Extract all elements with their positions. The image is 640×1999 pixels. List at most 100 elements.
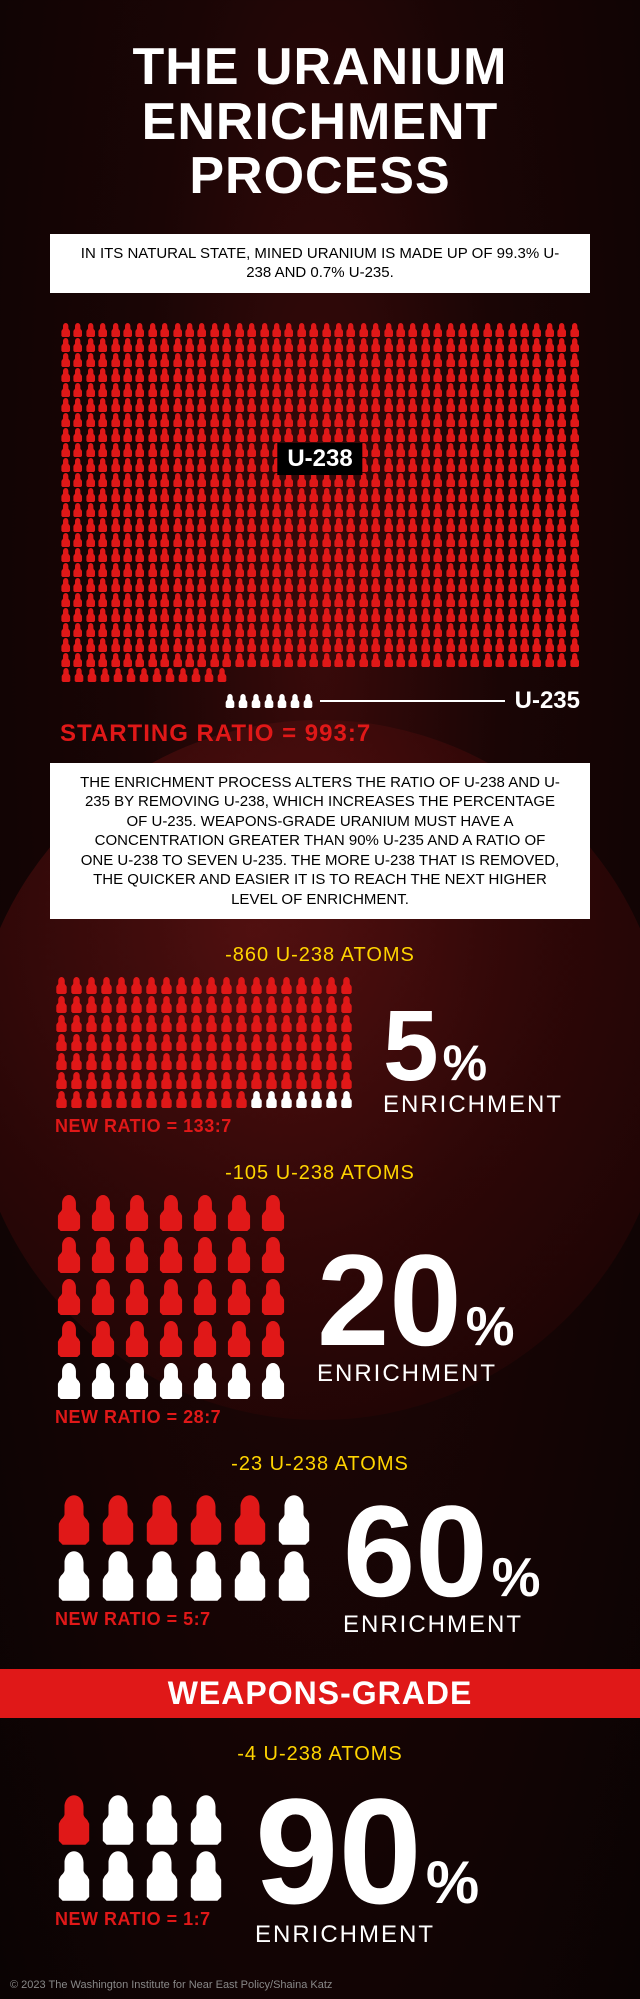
weapons-banner: WEAPONS-GRADE	[0, 1669, 640, 1718]
atom-icon	[321, 533, 332, 547]
atom-icon	[191, 1321, 219, 1357]
atom-icon	[122, 488, 133, 502]
atom-icon	[110, 653, 121, 667]
atom-icon	[184, 488, 195, 502]
atom-icon	[271, 428, 282, 442]
atom-icon	[246, 398, 257, 412]
atom-icon	[321, 608, 332, 622]
atom-icon	[494, 383, 505, 397]
atom-icon	[205, 1034, 218, 1051]
atom-icon	[147, 638, 158, 652]
atom-icon	[482, 398, 493, 412]
atom-icon	[191, 1237, 219, 1273]
atom-icon	[110, 323, 121, 337]
atom-icon	[97, 323, 108, 337]
atom-icon	[469, 638, 480, 652]
atom-icon	[457, 428, 468, 442]
atom-icon	[159, 353, 170, 367]
atom-icon	[122, 428, 133, 442]
atom-icon	[482, 413, 493, 427]
atom-icon	[407, 413, 418, 427]
atom-icon	[172, 323, 183, 337]
atom-icon	[494, 653, 505, 667]
atom-icon	[482, 593, 493, 607]
process-box: THE ENRICHMENT PROCESS ALTERS THE RATIO …	[50, 763, 590, 920]
atom-icon	[175, 1053, 188, 1070]
atom-icon	[283, 413, 294, 427]
atom-icon	[147, 458, 158, 472]
atom-icon	[519, 383, 530, 397]
atom-icon	[494, 623, 505, 637]
atom-icon	[85, 518, 96, 532]
atom-icon	[115, 977, 128, 994]
atom-icon	[395, 653, 406, 667]
atom-icon	[246, 563, 257, 577]
atom-icon	[190, 1015, 203, 1032]
atom-icon	[569, 548, 580, 562]
atom-icon	[172, 623, 183, 637]
atom-icon	[432, 548, 443, 562]
atom-icon	[383, 593, 394, 607]
atom-icon	[145, 977, 158, 994]
atom-icon	[259, 353, 270, 367]
atom-icon	[60, 623, 71, 637]
atom-icon	[310, 1053, 323, 1070]
atom-icon	[147, 473, 158, 487]
atom-icon	[519, 548, 530, 562]
atom-icon	[569, 413, 580, 427]
atom-icon	[519, 608, 530, 622]
atom-icon	[457, 458, 468, 472]
atom-icon	[271, 593, 282, 607]
atom-icon	[296, 593, 307, 607]
atom-icon	[519, 428, 530, 442]
atom-icon	[370, 623, 381, 637]
atom-icon	[370, 578, 381, 592]
atom-icon	[544, 428, 555, 442]
atom-icon	[55, 1321, 83, 1357]
atom-icon	[122, 638, 133, 652]
atom-icon	[97, 563, 108, 577]
atom-icon	[184, 428, 195, 442]
atom-icon	[507, 383, 518, 397]
atom-icon	[122, 413, 133, 427]
atom-icon	[184, 548, 195, 562]
atom-icon	[432, 533, 443, 547]
atom-icon	[407, 398, 418, 412]
atom-icon	[97, 548, 108, 562]
atom-icon	[296, 563, 307, 577]
atom-icon	[531, 443, 542, 457]
atom-icon	[265, 1053, 278, 1070]
atom-icon	[482, 503, 493, 517]
atom-icon	[209, 623, 220, 637]
atom-icon	[407, 353, 418, 367]
atom-icon	[160, 1091, 173, 1108]
atom-icon	[250, 1091, 263, 1108]
atom-icon	[383, 653, 394, 667]
atom-icon	[172, 488, 183, 502]
atom-icon	[345, 398, 356, 412]
atom-icon	[271, 383, 282, 397]
atom-icon	[370, 383, 381, 397]
atom-icon	[60, 578, 71, 592]
atom-icon	[246, 503, 257, 517]
atom-icon	[259, 488, 270, 502]
atom-icon	[432, 563, 443, 577]
atom-icon	[60, 638, 71, 652]
atom-icon	[531, 428, 542, 442]
atom-icon	[234, 593, 245, 607]
atom-icon	[205, 1015, 218, 1032]
atom-icon	[321, 368, 332, 382]
atom-icon	[221, 488, 232, 502]
atom-icon	[283, 593, 294, 607]
atom-icon	[196, 533, 207, 547]
new-ratio-label: NEW RATIO = 5:7	[55, 1609, 313, 1630]
atom-icon	[134, 323, 145, 337]
atom-icon	[271, 503, 282, 517]
atom-icon	[184, 503, 195, 517]
atom-icon	[556, 428, 567, 442]
atom-icon	[469, 578, 480, 592]
atom-icon	[110, 368, 121, 382]
atom-icon	[184, 623, 195, 637]
atom-icon	[97, 413, 108, 427]
atom-icon	[469, 518, 480, 532]
